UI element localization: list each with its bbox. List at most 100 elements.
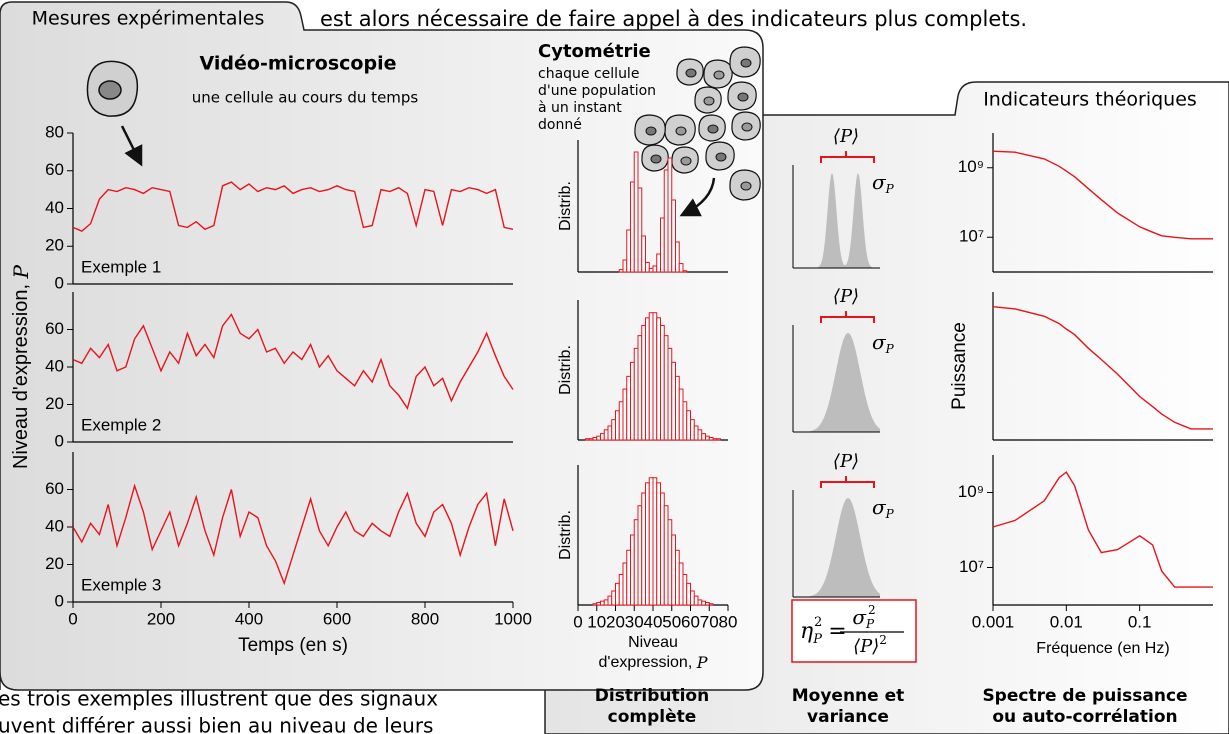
histogram-bar [612,420,616,440]
x-tick-label: 50 [662,612,681,631]
x-tick-label: 80 [719,612,738,631]
histogram-bar [631,182,635,272]
histogram-bar [698,430,702,440]
histogram-bar [604,600,608,605]
footer: ou auto-corrélation [992,707,1177,727]
histogram-bar [653,266,657,272]
histogram-bar [672,362,676,440]
panel-tab: Indicateurs théoriques [983,89,1197,111]
chart-label: Exemple 2 [81,415,161,434]
histogram-bar [619,574,623,605]
histogram-bar [638,336,642,440]
body-text: uvent différer aussi bien au niveau de l… [0,714,433,734]
y-axis-label: Distrib. [557,181,574,231]
x-tick-label: 0.001 [972,612,1015,631]
histogram-bar [597,602,601,605]
body-text: es trois exemples illustrent que des sig… [0,687,438,711]
x-axis-label: Fréquence (en Hz) [1036,640,1169,657]
subscript: P [812,632,822,647]
symbol: ⟨P⟩ [853,636,879,657]
histogram-bar [646,262,650,272]
subtitle-line: chaque cellule [538,66,639,82]
histogram-bar [676,242,680,272]
y-tick-label: 10⁷ [959,557,984,576]
nucleus [646,127,656,135]
histogram-bar [642,493,646,605]
superscript: 2 [868,603,876,617]
nucleus [708,125,718,133]
histogram-bar [679,563,683,605]
histogram-bar [668,520,672,605]
histogram-bar [631,535,635,605]
histogram-bar [601,601,605,605]
histogram-bar [668,158,672,272]
histogram-bar [706,436,710,440]
y-tick-label: 10⁷ [959,227,984,246]
y-tick-label: 0 [55,431,64,450]
histogram-bar [657,483,661,605]
y-tick-label: 60 [45,319,64,338]
x-axis-label: Niveau [628,634,678,651]
histogram-bar [634,348,638,440]
x-tick-label: 10 [587,612,606,631]
nucleus [686,69,696,77]
histogram-bar [691,420,695,440]
histogram-bar [627,376,631,440]
histogram-bar [676,376,680,440]
histogram-bar [661,218,665,272]
histogram-bar [631,362,635,440]
histogram-bar [627,230,631,272]
y-tick-label: 10⁹ [958,157,984,176]
histogram-bar [653,478,657,605]
histogram-bar [623,260,627,272]
footer: Moyenne et [792,686,905,706]
histogram-bar [649,478,653,605]
subscript: P [885,182,895,196]
histogram-bar [649,313,653,440]
histogram-bar [616,583,620,605]
y-tick-label: 40 [45,356,64,375]
histogram-bar [623,563,627,605]
histogram-bar [657,254,661,272]
footer: variance [807,707,889,727]
subtitle-line: d'une population [538,83,656,99]
histogram-bar [702,601,706,605]
y-tick-label: 20 [45,554,64,573]
label-text: Niveau d'expression, [10,278,32,469]
histogram-bar [604,430,608,440]
histogram-bar [683,574,687,605]
histogram-bar [717,439,721,440]
x-tick-label: 40 [644,612,663,631]
histogram-bar [642,236,646,272]
histogram-bar [679,264,683,272]
y-tick-label: 0 [55,591,64,610]
histogram-bar [601,434,605,440]
histogram-bar [709,437,713,440]
histogram-bar [638,188,642,272]
label-text: Niveau [628,634,678,651]
x-tick-label: 800 [411,609,439,628]
symbol: η [800,619,813,644]
histogram-bar [612,591,616,605]
nucleus [704,97,714,105]
footer: Spectre de puissance [982,686,1187,706]
x-tick-label: 20 [606,612,625,631]
histogram-bar [623,389,627,440]
histogram-bar [691,591,695,605]
y-tick-label: 40 [45,198,64,217]
y-axis-label: Puissance [949,322,970,410]
subscript: P [885,342,895,356]
histogram-bar [653,313,657,440]
histogram-bar [668,348,672,440]
nucleus [741,182,751,190]
nucleus [714,71,724,79]
histogram-bar [597,436,601,440]
x-tick-label: 1000 [494,609,532,628]
nucleus [676,127,686,135]
histogram-bar [642,325,646,440]
histogram-bar [616,411,620,440]
histogram-bar [649,268,653,272]
histogram-bar [657,318,661,440]
histogram-bar [683,271,687,272]
histogram-bar [646,318,650,440]
